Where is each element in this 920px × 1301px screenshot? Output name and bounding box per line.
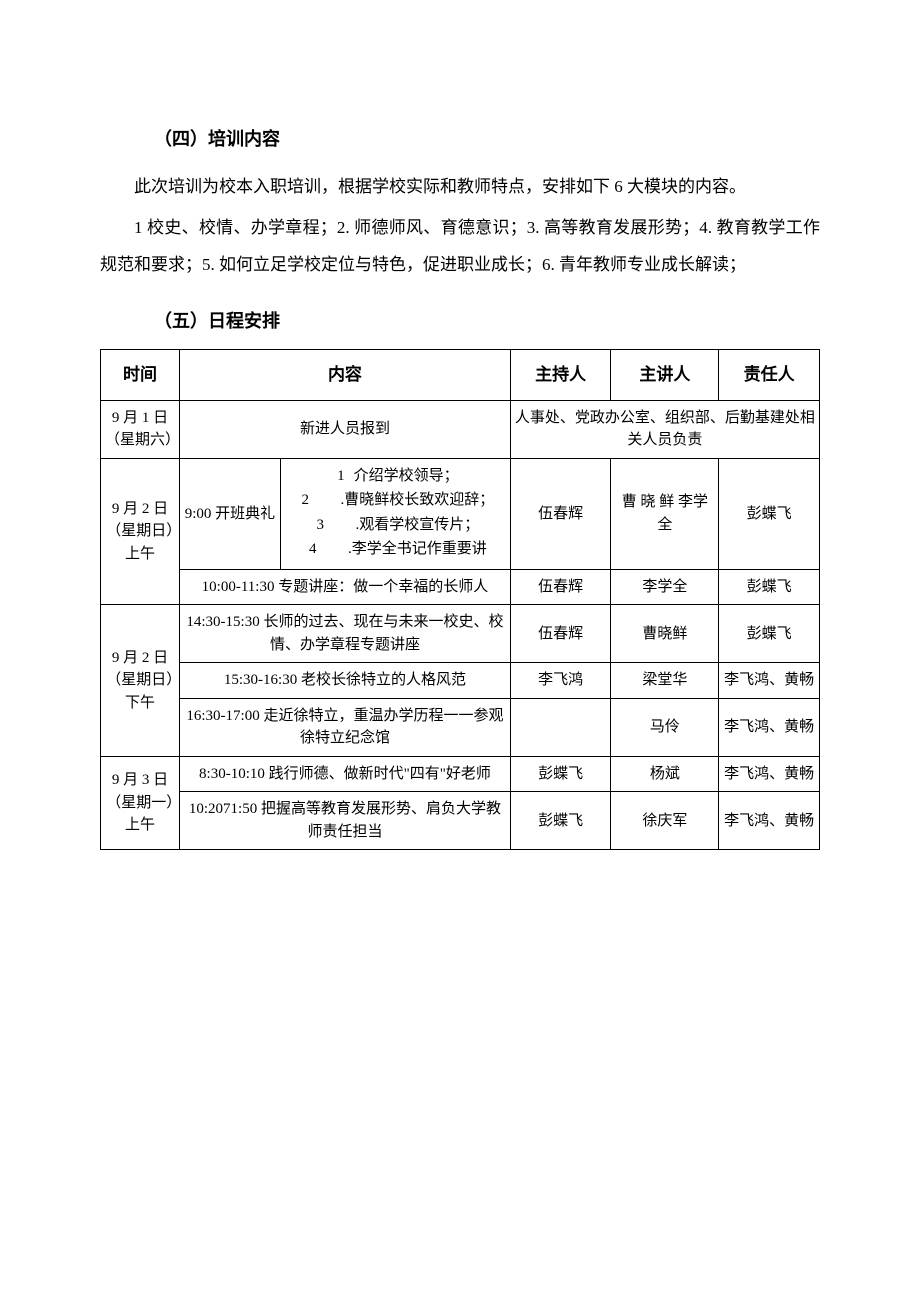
cell-resp: 李飞鸿、黄畅	[719, 663, 820, 699]
cell-host: 李飞鸿	[510, 663, 611, 699]
table-row: 10:00-11:30 专题讲座：做一个幸福的长师人 伍春辉 李学全 彭蝶飞	[101, 569, 820, 605]
sub-text: 介绍学校领导；	[350, 468, 459, 484]
cell-speaker: 马伶	[611, 698, 719, 756]
th-host: 主持人	[510, 350, 611, 401]
cell-host: 伍春辉	[510, 458, 611, 569]
th-speaker: 主讲人	[611, 350, 719, 401]
cell-time: 9 月 2 日（星期日）上午	[101, 458, 180, 605]
section4-p2: 1 校史、校情、办学章程；2. 师德师风、育德意识；3. 高等教育发展形势；4.…	[100, 209, 820, 284]
cell-contentA: 9:00 开班典礼	[180, 458, 281, 569]
cell-speaker: 徐庆军	[611, 792, 719, 850]
cell-time: 9 月 3 日（星期一）上午	[101, 756, 180, 850]
cell-host: 伍春辉	[510, 605, 611, 663]
cell-resp: 彭蝶飞	[719, 458, 820, 569]
sub-dot: .	[329, 514, 359, 537]
schedule-table: 时间 内容 主持人 主讲人 责任人 9 月 1 日（星期六） 新进人员报到 人事…	[100, 349, 820, 850]
section4-heading: （四）培训内容	[100, 120, 820, 160]
cell-speaker: 梁堂华	[611, 663, 719, 699]
sub-dot: .	[314, 489, 344, 512]
section5-heading: （五）日程安排	[100, 302, 820, 342]
cell-host: 彭蝶飞	[510, 756, 611, 792]
cell-speaker: 杨斌	[611, 756, 719, 792]
sub-dot: .	[322, 538, 352, 561]
sub-num: 4	[304, 538, 322, 561]
cell-content: 15:30-16:30 老校长徐特立的人格风范	[180, 663, 511, 699]
cell-content: 10:2071:50 把握高等教育发展形势、肩负大学教师责任担当	[180, 792, 511, 850]
cell-host	[510, 698, 611, 756]
table-row: 9 月 2 日（星期日）上午 9:00 开班典礼 1 介绍学校领导； 2.曹晓鲜…	[101, 458, 820, 569]
cell-resp: 李飞鸿、黄畅	[719, 698, 820, 756]
cell-resp: 李飞鸿、黄畅	[719, 792, 820, 850]
cell-speaker: 李学全	[611, 569, 719, 605]
cell-speaker: 曹晓鲜	[611, 605, 719, 663]
table-row: 16:30-17:00 走近徐特立，重温办学历程一一参观徐特立纪念馆 马伶 李飞…	[101, 698, 820, 756]
table-header-row: 时间 内容 主持人 主讲人 责任人	[101, 350, 820, 401]
sub-text: 李学全书记作重要讲	[352, 541, 487, 557]
cell-resp: 彭蝶飞	[719, 605, 820, 663]
cell-right-merged: 人事处、党政办公室、组织部、后勤基建处相关人员负责	[510, 400, 819, 458]
th-resp: 责任人	[719, 350, 820, 401]
cell-contentB: 1 介绍学校领导； 2.曹晓鲜校长致欢迎辞； 3.观看学校宣传片； 4.李学全书…	[280, 458, 510, 569]
table-row: 10:2071:50 把握高等教育发展形势、肩负大学教师责任担当 彭蝶飞 徐庆军…	[101, 792, 820, 850]
cell-speaker: 曹 晓 鲜 李学全	[611, 458, 719, 569]
cell-content: 8:30-10:10 践行师德、做新时代"四有"好老师	[180, 756, 511, 792]
cell-resp: 李飞鸿、黄畅	[719, 756, 820, 792]
cell-resp: 彭蝶飞	[719, 569, 820, 605]
table-row: 9 月 3 日（星期一）上午 8:30-10:10 践行师德、做新时代"四有"好…	[101, 756, 820, 792]
cell-time: 9 月 2 日（星期日）下午	[101, 605, 180, 757]
table-row: 9 月 1 日（星期六） 新进人员报到 人事处、党政办公室、组织部、后勤基建处相…	[101, 400, 820, 458]
sub-num: 1	[332, 465, 350, 488]
table-row: 9 月 2 日（星期日）下午 14:30-15:30 长师的过去、现在与未来一校…	[101, 605, 820, 663]
sub-text: 曹晓鲜校长致欢迎辞；	[344, 492, 494, 508]
cell-host: 伍春辉	[510, 569, 611, 605]
cell-content: 10:00-11:30 专题讲座：做一个幸福的长师人	[180, 569, 511, 605]
cell-time: 9 月 1 日（星期六）	[101, 400, 180, 458]
section4-p1: 此次培训为校本入职培训，根据学校实际和教师特点，安排如下 6 大模块的内容。	[100, 168, 820, 205]
th-time: 时间	[101, 350, 180, 401]
cell-content: 14:30-15:30 长师的过去、现在与未来一校史、校情、办学章程专题讲座	[180, 605, 511, 663]
cell-host: 彭蝶飞	[510, 792, 611, 850]
cell-content: 16:30-17:00 走近徐特立，重温办学历程一一参观徐特立纪念馆	[180, 698, 511, 756]
sub-num: 2	[296, 489, 314, 512]
sub-text: 观看学校宣传片；	[359, 517, 479, 533]
sub-num: 3	[311, 514, 329, 537]
cell-content: 新进人员报到	[180, 400, 511, 458]
table-row: 15:30-16:30 老校长徐特立的人格风范 李飞鸿 梁堂华 李飞鸿、黄畅	[101, 663, 820, 699]
th-content: 内容	[180, 350, 511, 401]
